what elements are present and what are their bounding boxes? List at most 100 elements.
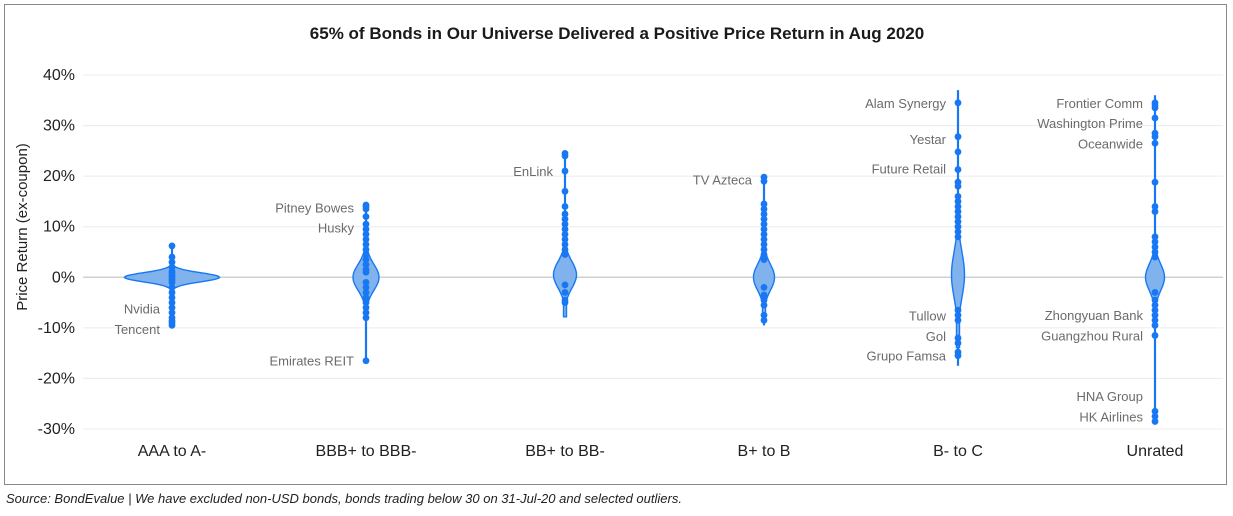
annotation-label: Yestar xyxy=(910,132,947,147)
annotation-label: Alam Synergy xyxy=(865,96,946,111)
violin-b-to-c xyxy=(950,90,966,366)
x-category-label: BB+ to BB- xyxy=(525,443,605,460)
data-point xyxy=(168,289,176,296)
data-point xyxy=(760,241,768,248)
gridlines xyxy=(83,74,1223,430)
data-point xyxy=(954,339,962,347)
data-point xyxy=(168,278,176,286)
data-point xyxy=(760,210,768,218)
x-category-label: AAA to A- xyxy=(138,443,206,460)
data-point xyxy=(760,251,768,258)
data-point xyxy=(168,284,176,291)
annotation-label: Zhongyuan Bank xyxy=(1045,308,1144,323)
data-point xyxy=(362,241,370,248)
y-tick-label: 10% xyxy=(43,219,75,236)
data-point xyxy=(760,200,768,208)
y-tick-label: 20% xyxy=(43,168,75,185)
data-point xyxy=(1151,178,1159,186)
annotation-label: Guangzhou Rural xyxy=(1041,328,1143,343)
annotation-label: EnLink xyxy=(513,164,553,179)
data-point xyxy=(1151,311,1159,319)
data-point xyxy=(954,228,962,236)
data-point xyxy=(954,213,962,221)
data-point xyxy=(760,316,768,324)
annotation-label: Gol xyxy=(926,329,946,344)
y-tick-label: 30% xyxy=(43,118,75,135)
x-category-label: B+ to B xyxy=(738,443,791,460)
violins xyxy=(123,90,1166,425)
data-point xyxy=(1151,248,1159,256)
data-point xyxy=(954,223,962,231)
data-point xyxy=(1151,203,1159,210)
data-point xyxy=(1151,238,1159,246)
data-point xyxy=(1151,253,1159,261)
data-point xyxy=(561,152,569,160)
data-point xyxy=(362,251,370,258)
data-point xyxy=(760,296,768,304)
data-point xyxy=(760,230,768,238)
data-point xyxy=(561,241,569,248)
data-point xyxy=(954,192,962,200)
data-point xyxy=(1151,412,1159,420)
data-point xyxy=(362,357,370,365)
x-category-label: B- to C xyxy=(933,443,983,460)
data-point xyxy=(561,281,569,289)
annotation-label: Washington Prime xyxy=(1037,116,1143,131)
data-point xyxy=(1151,139,1159,147)
annotation-label: Frontier Comm xyxy=(1056,96,1143,111)
data-point xyxy=(362,230,370,238)
data-point xyxy=(168,309,176,317)
data-point xyxy=(561,235,569,243)
data-point xyxy=(954,182,962,190)
data-point xyxy=(1151,243,1159,251)
data-point xyxy=(362,213,370,221)
data-point xyxy=(954,311,962,319)
data-point xyxy=(561,246,569,253)
source-note: Source: BondEvalue | We have excluded no… xyxy=(6,491,682,506)
data-point xyxy=(954,218,962,226)
data-point xyxy=(362,268,370,276)
data-point xyxy=(561,225,569,233)
data-point xyxy=(362,309,370,317)
data-point xyxy=(561,187,569,195)
data-point xyxy=(168,253,176,261)
annotation-label: Husky xyxy=(318,221,355,236)
data-point xyxy=(362,246,370,253)
data-point xyxy=(760,311,768,319)
violin-bb-to-bb- xyxy=(552,149,578,318)
data-point xyxy=(168,294,176,301)
violin-unrated xyxy=(1144,95,1166,425)
data-point xyxy=(561,210,569,218)
data-point xyxy=(168,299,176,306)
annotations: Nvidia Tencent Pitney Bowes Husky Emirates R… xyxy=(114,96,1143,425)
annotation-label: Emirates REIT xyxy=(269,354,354,369)
annotation-label: Future Retail xyxy=(872,162,947,177)
data-point xyxy=(168,321,176,329)
data-point xyxy=(362,284,370,291)
data-point xyxy=(1151,133,1159,141)
data-point xyxy=(1151,332,1159,339)
data-point xyxy=(1151,316,1159,324)
chart-frame: 65% of Bonds in Our Universe Delivered a… xyxy=(4,4,1227,485)
annotation-label: Pitney Bowes xyxy=(275,200,354,215)
data-point xyxy=(760,235,768,243)
data-point xyxy=(561,167,569,175)
x-category-label: BBB+ to BBB- xyxy=(316,443,417,460)
data-point xyxy=(168,304,176,312)
violin-bbb-to-bbb- xyxy=(352,201,380,365)
data-point xyxy=(760,225,768,233)
data-point xyxy=(760,301,768,309)
data-point xyxy=(168,258,176,266)
annotation-label: Tullow xyxy=(909,309,947,324)
data-point xyxy=(561,251,569,258)
violin-b-to-b xyxy=(752,173,776,326)
data-point xyxy=(1151,301,1159,309)
annotation-label: HNA Group xyxy=(1077,389,1143,404)
annotation-label: HK Airlines xyxy=(1079,409,1143,424)
data-point xyxy=(168,242,176,250)
annotation-label: Tencent xyxy=(114,322,160,337)
data-point xyxy=(362,299,370,306)
data-point xyxy=(561,203,569,210)
data-point xyxy=(760,205,768,213)
data-point xyxy=(1151,296,1159,304)
